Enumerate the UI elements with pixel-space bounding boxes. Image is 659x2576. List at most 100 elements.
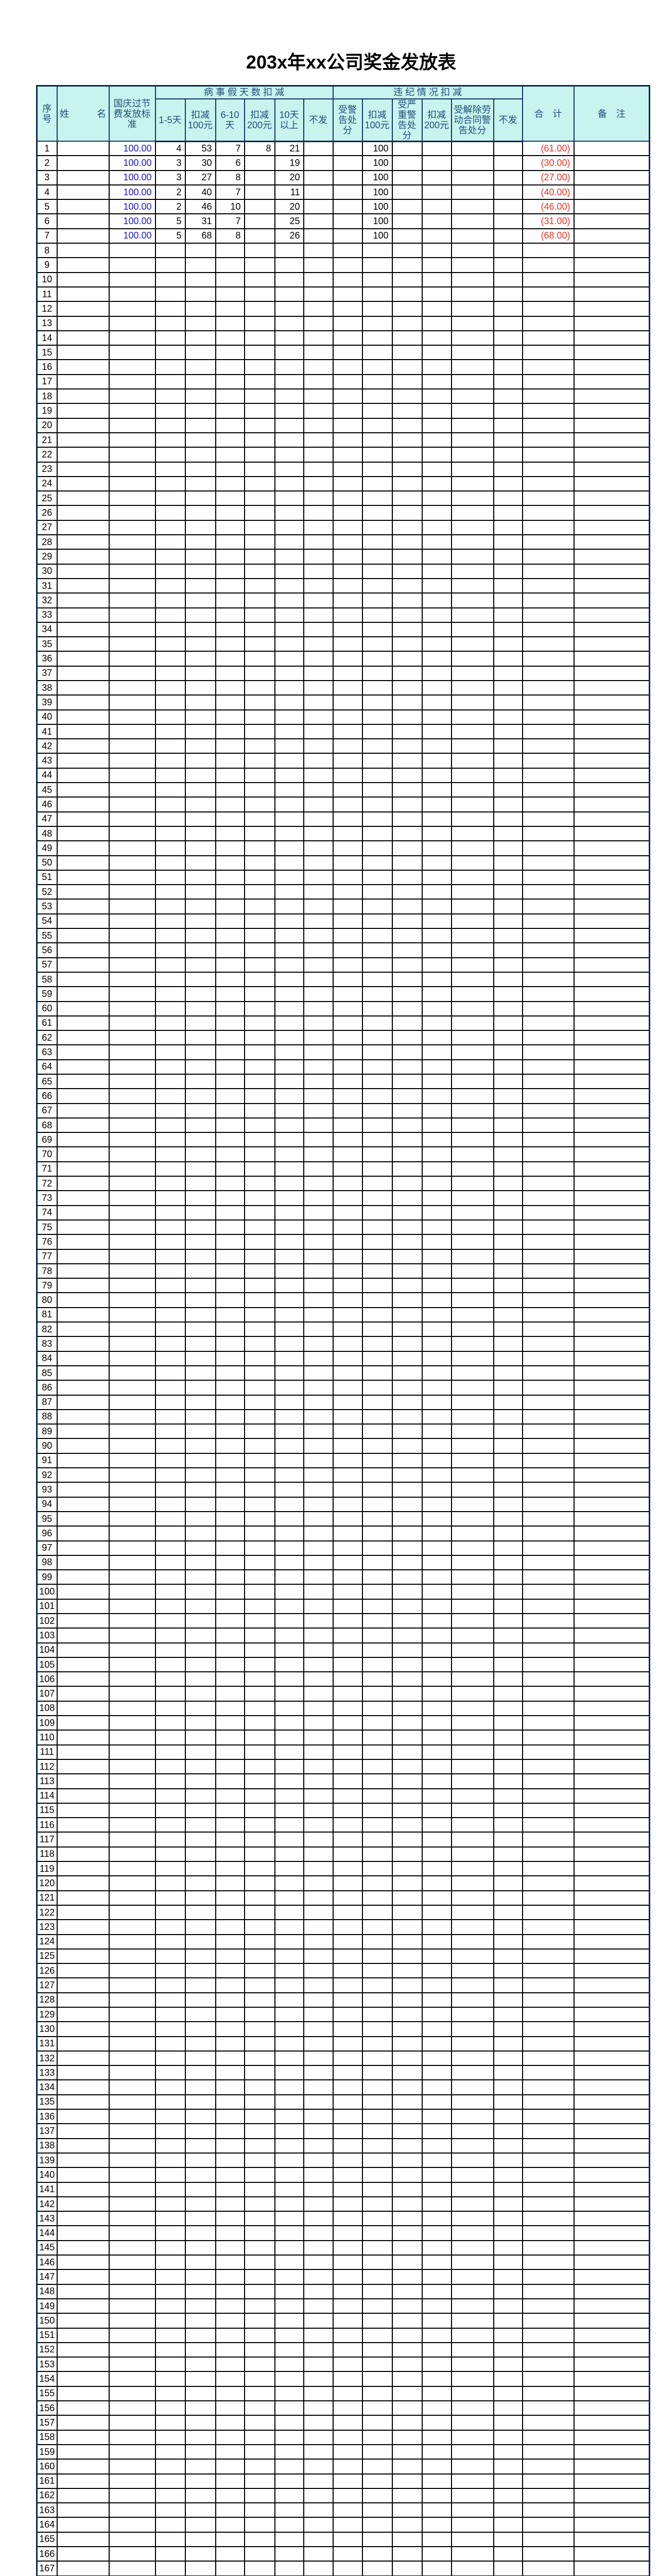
table-cell: [522, 2342, 575, 2358]
table-cell: [391, 1919, 423, 1935]
table-cell: 154: [36, 2371, 58, 2387]
table-cell: [493, 2502, 523, 2518]
table-cell: [421, 2021, 452, 2037]
table-cell: [184, 1015, 216, 1031]
table-cell: [421, 213, 452, 229]
table-cell: [184, 1656, 216, 1673]
table-cell: [391, 2444, 423, 2460]
table-cell: [391, 184, 423, 200]
table-cell: 2: [36, 155, 58, 171]
table-cell: [391, 2021, 423, 2037]
table-cell: [154, 913, 186, 929]
table-cell: [332, 257, 363, 273]
table-cell: [303, 2006, 334, 2023]
table-cell: 8: [215, 170, 245, 185]
table-cell: [303, 2342, 334, 2358]
table-cell: [274, 2415, 304, 2431]
table-cell: [493, 899, 523, 914]
table-cell: [522, 1671, 575, 1687]
table-cell: [361, 1482, 393, 1498]
table-cell: [421, 2342, 452, 2358]
table-cell: [421, 1059, 452, 1075]
table-cell: [332, 2313, 363, 2329]
table-cell: [184, 1875, 216, 1891]
table-cell: [154, 272, 186, 287]
table-cell: [303, 1336, 334, 1352]
table-cell: [573, 184, 650, 200]
table-cell: [56, 2327, 110, 2343]
table-cell: [108, 1584, 156, 1600]
table-cell: 46: [184, 199, 216, 215]
table-cell: [522, 1569, 575, 1585]
table-cell: [361, 607, 393, 623]
table-row: 63: [36, 1044, 650, 1060]
table-cell: [332, 1802, 363, 1819]
table-cell: [56, 1248, 110, 1264]
table-cell: [421, 2400, 452, 2416]
table-cell: [108, 1467, 156, 1483]
table-row: 54: [36, 913, 650, 929]
table-cell: 100.00: [108, 170, 156, 185]
table-cell: [450, 1452, 494, 1469]
table-cell: 25: [274, 213, 304, 229]
table-row: 149: [36, 2298, 650, 2314]
table-cell: [450, 840, 494, 856]
table-cell: [361, 1117, 393, 1133]
table-row: 85: [36, 1365, 650, 1381]
table-cell: [361, 2429, 393, 2445]
table-cell: [493, 2269, 523, 2285]
table-cell: 4: [154, 140, 186, 157]
table-cell: [332, 2065, 363, 2081]
table-cell: [154, 2240, 186, 2256]
table-cell: [421, 1904, 452, 1921]
table-cell: [332, 1904, 363, 1921]
table-cell: 8: [215, 228, 245, 244]
table-cell: [361, 1963, 393, 1979]
table-row: 125: [36, 1948, 650, 1964]
table-cell: [244, 1832, 275, 1848]
table-cell: [493, 330, 523, 346]
table-cell: [332, 1321, 363, 1337]
table-cell: [274, 1656, 304, 1673]
table-row: 114: [36, 1788, 650, 1804]
table-cell: [450, 1030, 494, 1046]
table-cell: [522, 1394, 575, 1410]
table-cell: [421, 1642, 452, 1658]
table-cell: [493, 1205, 523, 1221]
table-cell: [361, 2531, 393, 2547]
table-cell: [215, 286, 245, 302]
table-cell: [391, 913, 423, 929]
table-cell: [154, 651, 186, 667]
table-cell: [184, 1438, 216, 1454]
table-row: 25: [36, 490, 650, 506]
table-cell: [450, 140, 494, 157]
table-cell: 11: [274, 184, 304, 200]
table-cell: [493, 1073, 523, 1090]
table-cell: [421, 2152, 452, 2168]
table-cell: [332, 2138, 363, 2154]
table-cell: [184, 2240, 216, 2256]
table-cell: [573, 1904, 650, 1921]
table-cell: [56, 1656, 110, 1673]
table-cell: [332, 1073, 363, 1090]
table-cell: [450, 2211, 494, 2227]
table-cell: [244, 665, 275, 681]
table-cell: [573, 243, 650, 259]
table-cell: [274, 272, 304, 287]
table-cell: [493, 1161, 523, 1177]
table-cell: [56, 1977, 110, 1993]
table-cell: [303, 753, 334, 769]
table-cell: [493, 1992, 523, 2008]
table-cell: [493, 1730, 523, 1745]
table-cell: [215, 1117, 245, 1133]
table-cell: [56, 2415, 110, 2431]
table-cell: [56, 855, 110, 871]
table-cell: [56, 1365, 110, 1381]
table-cell: [573, 2211, 650, 2227]
table-cell: [522, 549, 575, 565]
table-cell: [573, 519, 650, 536]
table-cell: [215, 1875, 245, 1891]
table-cell: [215, 2342, 245, 2358]
table-cell: [450, 884, 494, 900]
table-cell: [244, 1132, 275, 1148]
